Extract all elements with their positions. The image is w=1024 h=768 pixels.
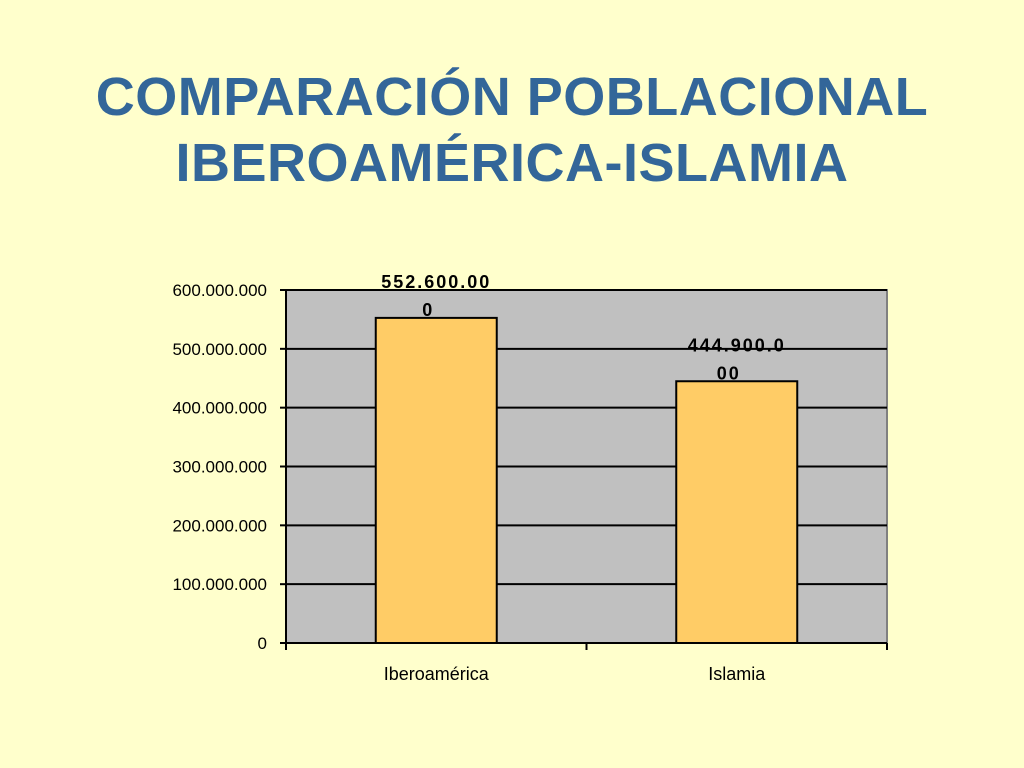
labels: 0 100.000.000 200.000.000 300.000.000 400.00… [172, 272, 786, 684]
x-category-label: Islamia [708, 664, 766, 684]
bar-0 [374, 316, 498, 644]
slide-title-line-1: COMPARACIÓN POBLACIONAL [95, 67, 929, 127]
y-tick-label: 200.000.000 [172, 516, 267, 535]
y-tick-label: 600.000.000 [172, 281, 267, 300]
slide-title-line-2: IBEROAMÉRICA-ISLAMIA [175, 133, 849, 193]
x-category-label: Iberoamérica [384, 664, 490, 684]
y-tick-label: 500.000.000 [172, 340, 267, 359]
data-label: 0 [422, 300, 434, 320]
slide-title: COMPARACIÓN POBLACIONAL IBEROAMÉRICA-ISL… [0, 64, 1024, 196]
y-tick-label: 300.000.000 [172, 458, 267, 477]
y-tick-label: 400.000.000 [172, 399, 267, 418]
axes [280, 289, 888, 650]
data-label: 444.900.0 [688, 335, 786, 355]
data-label: 00 [717, 363, 741, 383]
y-tick-label: 100.000.000 [172, 575, 267, 594]
y-tick-label: 0 [258, 634, 267, 653]
bar-1 [675, 380, 799, 644]
bars [374, 316, 799, 644]
data-label: 552.600.00 [381, 272, 491, 292]
